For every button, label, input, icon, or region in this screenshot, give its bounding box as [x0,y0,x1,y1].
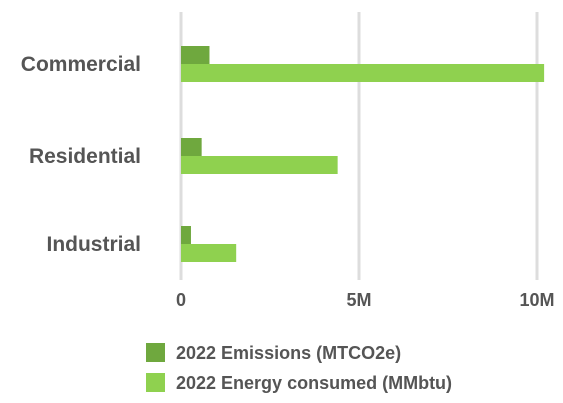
category-label-commercial: Commercial [21,53,141,76]
x-axis-tick-labels: 0 5M 10M [176,290,555,310]
bar-residential-series-0 [181,138,202,156]
category-label-residential: Residential [29,145,141,168]
bar-commercial-series-0 [181,46,210,64]
bar-residential-series-1 [181,156,338,174]
bar-industrial-series-1 [181,244,237,262]
legend-swatch-1 [146,373,165,392]
bar-industrial-series-0 [181,226,191,244]
grid-lines [179,12,539,280]
legend-label-0: 2022 Emissions (MTCO2e) [176,343,401,363]
x-tick-label-2: 10M [519,290,554,310]
x-tick-label-0: 0 [176,290,186,310]
bars [181,46,545,262]
x-tick-label-1: 5M [346,290,371,310]
category-labels: Commercial Residential Industrial [21,53,141,256]
legend: 2022 Emissions (MTCO2e) 2022 Energy consu… [146,343,452,393]
category-label-industrial: Industrial [46,233,141,256]
legend-label-1: 2022 Energy consumed (MMbtu) [176,373,452,393]
bar-commercial-series-1 [181,64,545,82]
legend-swatch-0 [146,343,165,362]
